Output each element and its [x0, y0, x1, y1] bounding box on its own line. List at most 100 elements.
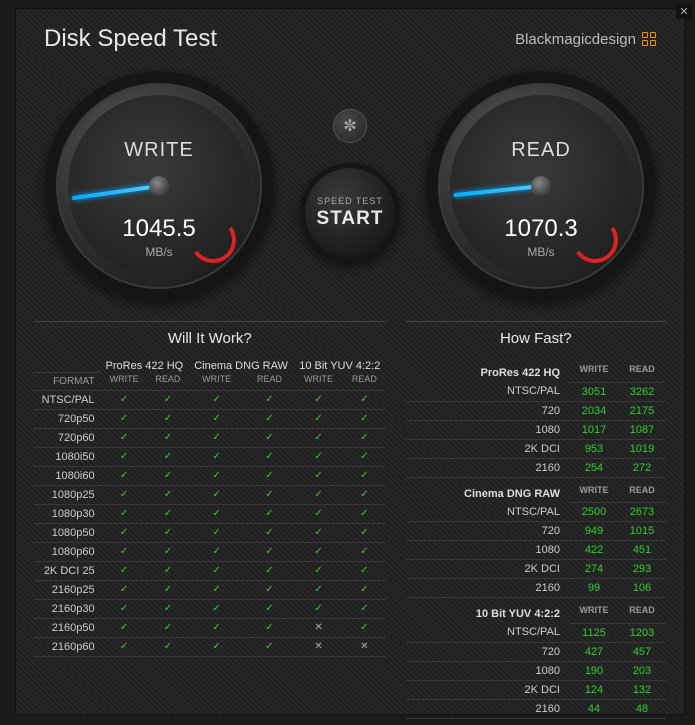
check-icon: ✓ — [245, 428, 294, 447]
check-icon: ✓ — [101, 542, 148, 561]
will-row: 1080p30✓✓✓✓✓✓ — [34, 504, 386, 523]
check-icon: ✓ — [148, 485, 189, 504]
check-icon: ✓ — [188, 428, 245, 447]
fast-row: NTSC/PAL30513262 — [406, 382, 666, 401]
check-icon: ✓ — [294, 580, 343, 599]
check-icon: ✓ — [148, 504, 189, 523]
check-icon: ✓ — [245, 542, 294, 561]
wr-sub-header: WRITE — [188, 372, 245, 390]
read-value: 1070.3 — [426, 215, 656, 243]
check-icon: ✓ — [245, 618, 294, 637]
check-icon: ✓ — [148, 409, 189, 428]
will-row: NTSC/PAL✓✓✓✓✓✓ — [34, 390, 386, 409]
fast-format-label: 2K DCI — [406, 560, 570, 579]
check-icon: ✓ — [148, 447, 189, 466]
fast-row: 720427457 — [406, 642, 666, 661]
fast-write-value: 953 — [570, 439, 618, 458]
check-icon: ✓ — [148, 580, 189, 599]
check-icon: ✓ — [188, 599, 245, 618]
close-icon[interactable]: ✕ — [676, 5, 692, 19]
fast-read-value: 1087 — [618, 420, 666, 439]
start-button[interactable]: SPEED TEST START — [300, 163, 400, 263]
fast-format-label: 2160 — [406, 579, 570, 598]
fast-row: 2160254272 — [406, 458, 666, 477]
codec-group-header: ProRes 422 HQ — [101, 357, 189, 372]
check-icon: ✓ — [343, 466, 385, 485]
check-icon: ✓ — [245, 447, 294, 466]
check-icon: ✓ — [101, 580, 148, 599]
brand-logo-icon — [642, 32, 656, 46]
check-icon: ✓ — [148, 561, 189, 580]
fast-row: 1080190203 — [406, 661, 666, 680]
check-icon: ✓ — [294, 466, 343, 485]
fast-write-value: 99 — [570, 579, 618, 598]
read-gauge: READ 1070.3 MB/s — [426, 71, 656, 301]
fast-sub-header: READ — [618, 477, 666, 503]
fast-sub-header: READ — [618, 357, 666, 382]
will-table: ProRes 422 HQCinema DNG RAW10 Bit YUV 4:… — [34, 357, 386, 657]
fast-read-value: 2673 — [618, 503, 666, 522]
check-icon: ✓ — [245, 637, 294, 656]
check-icon: ✓ — [245, 409, 294, 428]
fast-title: How Fast? — [406, 321, 666, 357]
check-icon: ✓ — [188, 409, 245, 428]
start-small-label: SPEED TEST — [317, 196, 383, 206]
will-row: 1080i50✓✓✓✓✓✓ — [34, 447, 386, 466]
fast-format-label: NTSC/PAL — [406, 503, 570, 522]
check-icon: ✓ — [245, 599, 294, 618]
fast-write-value: 190 — [570, 661, 618, 680]
settings-button[interactable]: ✼ — [333, 109, 367, 143]
fast-format-label: 720 — [406, 522, 570, 541]
check-icon: ✓ — [101, 504, 148, 523]
fast-row: 7209491015 — [406, 522, 666, 541]
fast-sub-header: READ — [618, 598, 666, 624]
check-icon: ✓ — [245, 561, 294, 580]
fast-format-label: NTSC/PAL — [406, 382, 570, 401]
check-icon: ✓ — [343, 542, 385, 561]
check-icon: ✓ — [148, 599, 189, 618]
check-icon: ✓ — [343, 504, 385, 523]
check-icon: ✓ — [343, 390, 385, 409]
check-icon: ✓ — [101, 637, 148, 656]
fast-write-value: 274 — [570, 560, 618, 579]
fast-format-label: 1080 — [406, 661, 570, 680]
format-label: 1080p50 — [34, 523, 101, 542]
fast-sub-header: WRITE — [570, 598, 618, 624]
check-icon: ✓ — [294, 447, 343, 466]
fast-write-value: 1017 — [570, 420, 618, 439]
check-icon: ✓ — [101, 390, 148, 409]
codec-group-header: Cinema DNG RAW — [188, 357, 294, 372]
read-unit: MB/s — [426, 245, 656, 259]
check-icon: ✓ — [101, 561, 148, 580]
check-icon: ✓ — [101, 466, 148, 485]
check-icon: ✓ — [148, 523, 189, 542]
header: Disk Speed Test Blackmagicdesign — [16, 9, 684, 61]
check-icon: ✓ — [188, 466, 245, 485]
fast-group-header: ProRes 422 HQ — [406, 357, 570, 382]
fast-write-value: 2500 — [570, 503, 618, 522]
check-icon: ✓ — [188, 561, 245, 580]
cross-icon: ✕ — [294, 637, 343, 656]
check-icon: ✓ — [343, 599, 385, 618]
cross-icon: ✕ — [294, 618, 343, 637]
check-icon: ✓ — [188, 523, 245, 542]
fast-write-value: 44 — [570, 699, 618, 718]
check-icon: ✓ — [294, 523, 343, 542]
fast-write-value: 2034 — [570, 401, 618, 420]
wr-sub-header: WRITE — [294, 372, 343, 390]
check-icon: ✓ — [188, 618, 245, 637]
check-icon: ✓ — [148, 390, 189, 409]
fast-write-value: 422 — [570, 541, 618, 560]
check-icon: ✓ — [294, 485, 343, 504]
write-unit: MB/s — [44, 245, 274, 259]
check-icon: ✓ — [188, 542, 245, 561]
fast-format-label: 2K DCI — [406, 680, 570, 699]
will-row: 2160p60✓✓✓✓✕✕ — [34, 637, 386, 656]
read-label: READ — [426, 139, 656, 162]
fast-read-value: 293 — [618, 560, 666, 579]
fast-row: 72020342175 — [406, 401, 666, 420]
will-title: Will It Work? — [34, 321, 386, 357]
fast-read-value: 132 — [618, 680, 666, 699]
fast-format-label: NTSC/PAL — [406, 623, 570, 642]
wr-sub-header: READ — [148, 372, 189, 390]
